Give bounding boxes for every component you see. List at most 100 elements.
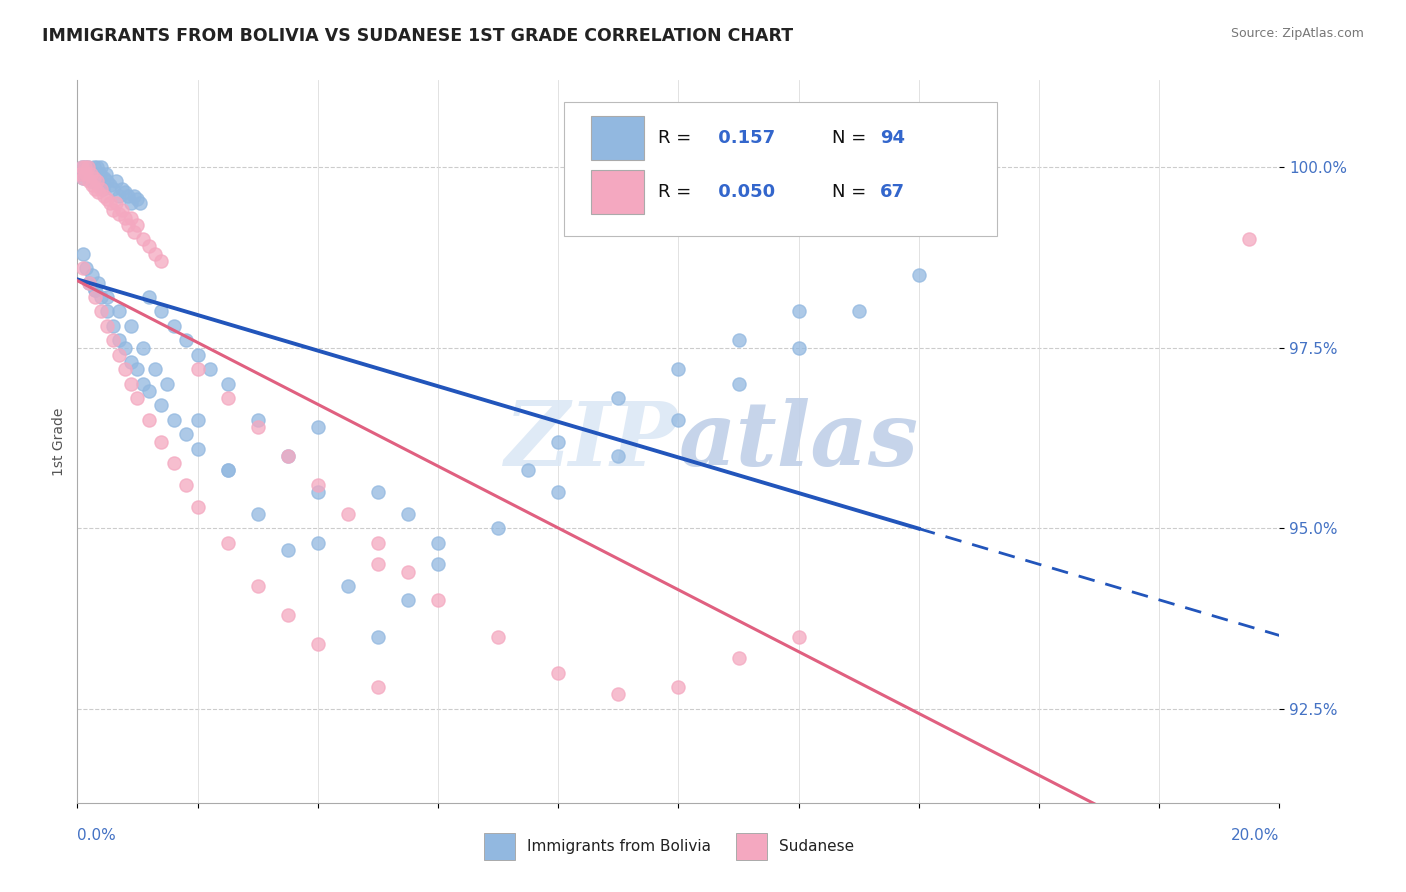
Point [277,449,299,463]
Point [79,163,101,178]
Point [186,442,209,456]
Point [127,218,149,232]
Point [108,348,131,362]
FancyBboxPatch shape [484,833,515,860]
Point [111,182,134,196]
Point [367,485,389,500]
Point [1239,232,1261,246]
Point [124,225,146,239]
Point [138,239,160,253]
Point [174,427,197,442]
Point [246,579,269,593]
Point [105,174,128,188]
Point [162,456,184,470]
Point [127,362,149,376]
Point [111,203,134,218]
Point [103,203,125,218]
Point [138,384,160,398]
Point [82,174,104,188]
Point [162,318,184,333]
Point [246,420,269,434]
Point [96,318,118,333]
Point [396,593,419,607]
Point [117,218,139,232]
Point [75,167,97,181]
Point [336,579,359,593]
Point [79,167,101,181]
Point [138,290,160,304]
Point [277,449,299,463]
Point [427,593,450,607]
Point [87,174,110,188]
Point [96,193,118,207]
Point [77,160,100,174]
Point [72,261,94,276]
Point [103,182,125,196]
Point [150,399,173,413]
Text: Sudanese: Sudanese [779,838,855,854]
Point [108,334,131,348]
Point [307,485,329,500]
Text: ZIP: ZIP [505,399,679,484]
Point [114,211,136,225]
Point [90,182,112,196]
Point [607,449,630,463]
Point [77,160,100,174]
Point [486,630,509,644]
Point [186,348,209,362]
Point [103,318,125,333]
Point [69,167,91,181]
Point [84,182,107,196]
Point [668,680,690,694]
Text: 94: 94 [880,129,905,147]
Point [91,182,114,196]
Point [114,362,136,376]
Point [79,276,101,290]
Point [217,463,239,477]
Point [727,651,749,665]
Point [84,283,107,297]
Point [73,160,96,174]
Point [89,167,111,181]
Point [84,290,107,304]
Point [90,304,112,318]
Point [96,174,118,188]
Point [120,355,142,369]
Point [87,186,110,200]
Point [84,167,107,181]
Point [108,189,131,203]
Point [72,170,94,185]
Point [75,261,97,276]
Point [787,304,810,318]
Point [486,521,509,535]
Text: N =: N = [832,129,872,147]
Point [848,304,870,318]
Point [69,167,91,181]
Point [72,246,94,260]
Point [396,507,419,521]
Text: N =: N = [832,183,872,202]
Point [547,434,569,449]
Point [87,276,110,290]
Point [908,268,931,283]
Point [427,558,450,572]
Point [246,413,269,427]
Point [93,189,115,203]
Point [150,304,173,318]
Text: R =: R = [658,183,697,202]
Point [120,376,142,391]
Point [82,268,104,283]
Point [367,680,389,694]
Point [70,160,93,174]
Text: 67: 67 [880,183,905,202]
Point [217,535,239,549]
Point [108,207,131,221]
Point [96,167,118,181]
Point [108,304,131,318]
Point [145,246,167,260]
Point [547,665,569,680]
Point [186,413,209,427]
Point [100,178,122,192]
Text: R =: R = [658,129,697,147]
Point [132,341,155,355]
